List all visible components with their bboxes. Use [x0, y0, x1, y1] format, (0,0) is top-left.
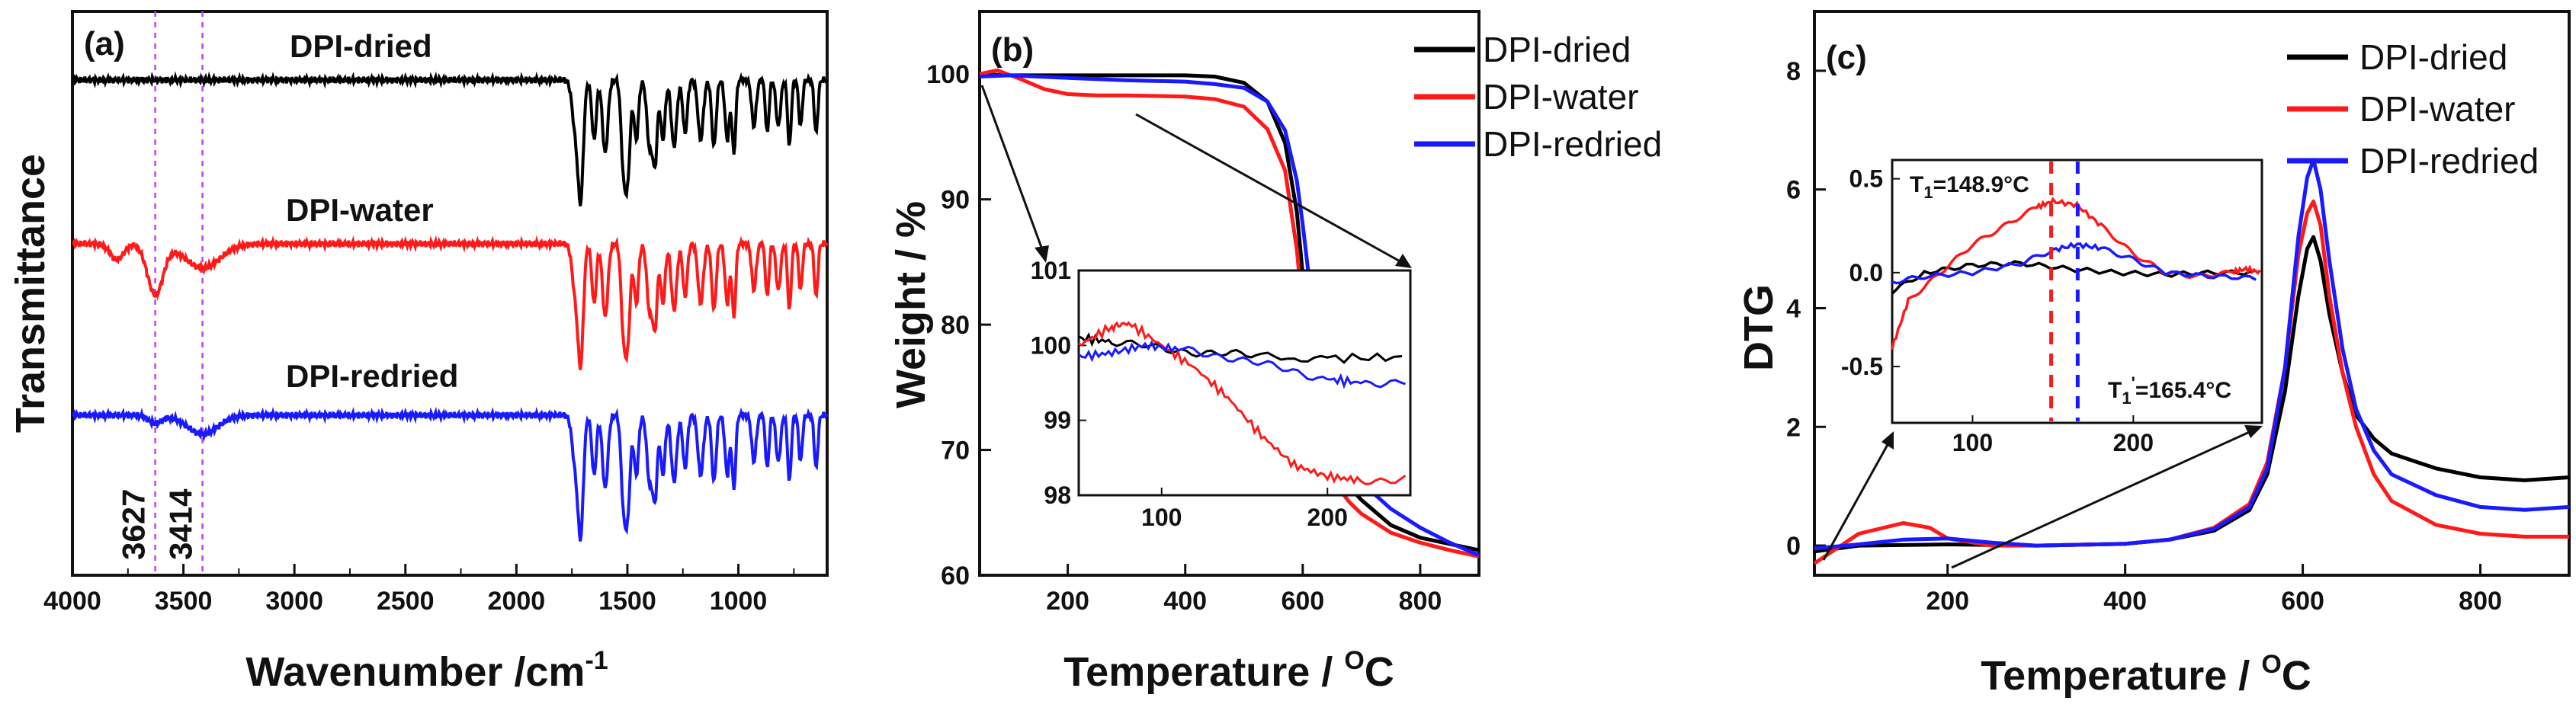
panel-b-y-axis-label: Weight / % [888, 201, 934, 408]
panel-b-ticks: 200 400 600 800 60 70 80 90 100 [926, 60, 1442, 616]
panel-b-inset-ytick-label-1: 99 [1044, 407, 1071, 434]
panel-b-inset-series-water [1078, 321, 1407, 485]
panel-c-series [1813, 158, 2570, 565]
panel-b-ytick-label-3: 90 [941, 186, 970, 215]
panel-c-ytick-label-2: 4 [1786, 294, 1801, 323]
panel-a-xtick-label-1: 3500 [155, 587, 213, 616]
panel-b-series-water [979, 68, 1480, 558]
panel-c-ytick-label-3: 6 [1786, 176, 1801, 205]
panel-b-xtick-label-3: 800 [1399, 587, 1442, 616]
panel-c-xtick-label-0: 200 [1926, 587, 1969, 616]
panel-c-legend-label-2: DPI-redried [2359, 141, 2539, 181]
panel-b-legend-label-2: DPI-redried [1483, 124, 1662, 164]
panel-c-y-axis-label: DTG [1736, 284, 1782, 371]
panel-c-inset-xtick-label-0: 100 [1952, 429, 1993, 456]
panel-a-x-ticks: 4000 3500 3000 2500 2000 1500 1000 [43, 564, 795, 616]
panel-b-ytick-label-1: 70 [941, 437, 970, 466]
panel-a: (a) 4000 3500 3000 2500 2000 1500 1000 3627 341… [8, 10, 829, 695]
panel-a-xtick-label-3: 2500 [377, 587, 435, 616]
panel-c-inset-ytick-label-1: 0.0 [1849, 259, 1883, 286]
panel-c-label: (c) [1826, 39, 1867, 76]
panel-a-xtick-label-4: 2000 [488, 587, 546, 616]
panel-b-ytick-label-2: 80 [941, 311, 970, 340]
panel-a-frame [71, 10, 829, 577]
panel-b-inset-ytick-label-2: 100 [1031, 331, 1071, 359]
panel-a-y-axis-label: Transmittance [8, 154, 53, 433]
panel-a-label: (a) [84, 25, 125, 62]
panel-b-legend-label-1: DPI-water [1483, 77, 1638, 117]
panel-c-legend-label-1: DPI-water [2359, 89, 2515, 129]
panel-c: (c) 200 400 600 800 0 2 4 6 8 DPI-dried DPI-water… [1736, 10, 2571, 699]
panel-b-legend: DPI-dried DPI-water DPI-redried [1414, 30, 1662, 164]
panel-c-arrowhead-1 [1881, 431, 1894, 450]
panel-a-label-water: DPI-water [286, 192, 434, 228]
panel-c-frame [1813, 10, 2571, 577]
panel-c-legend-label-0: DPI-dried [2359, 37, 2507, 77]
panel-b-ytick-label-0: 60 [941, 562, 970, 590]
panel-b-arrow-2 [1135, 113, 1403, 264]
panel-a-xtick-label-5: 1500 [598, 587, 656, 616]
panel-c-inset-xtick-label-1: 200 [2113, 429, 2154, 456]
panel-a-series-redried [72, 406, 829, 542]
panel-c-legend: DPI-dried DPI-water DPI-redried [2287, 37, 2539, 181]
panel-c-ticks: 200 400 600 800 0 2 4 6 8 [1786, 57, 2502, 616]
panel-b-inset-ytick-label-0: 98 [1044, 482, 1071, 509]
panel-a-series-dried [72, 71, 829, 206]
panel-b-xtick-label-1: 400 [1163, 587, 1207, 616]
panel-c-inset-series-redried [1891, 242, 2257, 285]
panel-b-ytick-label-4: 100 [926, 60, 970, 89]
panel-c-xtick-label-2: 600 [2281, 587, 2324, 616]
panel-b-inset-series-redried [1078, 340, 1406, 389]
panel-a-xtick-label-0: 4000 [43, 587, 101, 616]
panel-b-arrowhead-2 [1395, 254, 1412, 268]
panel-b-label: (b) [991, 31, 1034, 69]
panel-a-marker-label-0: 3627 [116, 489, 152, 560]
panel-b-arrow-1 [980, 85, 1044, 252]
panel-b-arrowhead-1 [1035, 245, 1049, 263]
panel-b-frame [978, 10, 1480, 577]
panel-b-inset-xtick-label-0: 100 [1141, 504, 1182, 531]
panel-c-ytick-label-0: 0 [1786, 532, 1801, 561]
panel-b-inset-series-dried [1078, 331, 1403, 364]
panel-c-xtick-label-1: 400 [2103, 587, 2147, 616]
panel-a-label-redried: DPI-redried [286, 358, 458, 394]
panel-a-series-water [72, 235, 829, 370]
panel-b-inset-ytick-label-3: 101 [1031, 257, 1071, 284]
panel-a-xtick-label-2: 3000 [265, 587, 323, 616]
panel-b-xtick-label-2: 600 [1281, 587, 1324, 616]
panel-c-inset-annotation-0: T1=148.9°C [1910, 172, 2029, 202]
panel-c-arrow-2 [1951, 429, 2254, 569]
panel-b-x-axis-label: Temperature / OC [1063, 646, 1394, 695]
panel-c-ytick-label-1: 2 [1786, 413, 1801, 442]
panel-b-inset-xtick-label-1: 200 [1307, 504, 1348, 531]
panel-b-xtick-label-0: 200 [1046, 587, 1089, 616]
panel-a-marker-label-1: 3414 [163, 488, 199, 560]
panel-c-ytick-label-4: 8 [1786, 57, 1801, 86]
panel-c-inset: 100 200 -0.5 0.0 0.5 T1=148.9°C T1'=165.4°C [1841, 162, 2261, 456]
panel-a-series [72, 71, 829, 542]
panel-c-inset-ytick-label-0: -0.5 [1841, 353, 1883, 380]
panel-c-series-redried [1814, 158, 2570, 551]
panel-c-inset-ytick-label-2: 0.5 [1849, 165, 1883, 193]
panel-b-legend-label-0: DPI-dried [1483, 30, 1631, 69]
panel-c-arrow-1 [1822, 441, 1891, 561]
panel-a-x-axis-label: Wavenumber /cm-1 [245, 646, 608, 695]
panel-a-label-dried: DPI-dried [290, 28, 432, 64]
panel-c-arrowhead-2 [2244, 425, 2263, 438]
panel-c-inset-annotation-1: T1'=165.4°C [2108, 373, 2231, 408]
panel-a-xtick-label-6: 1000 [710, 587, 768, 616]
panel-b-series-redried [979, 73, 1480, 557]
panel-b-inset: 100 200 98 99 100 101 [1031, 257, 1407, 531]
panel-c-xtick-label-3: 800 [2459, 587, 2502, 616]
panel-c-x-axis-label: Temperature / OC [1981, 650, 2311, 699]
